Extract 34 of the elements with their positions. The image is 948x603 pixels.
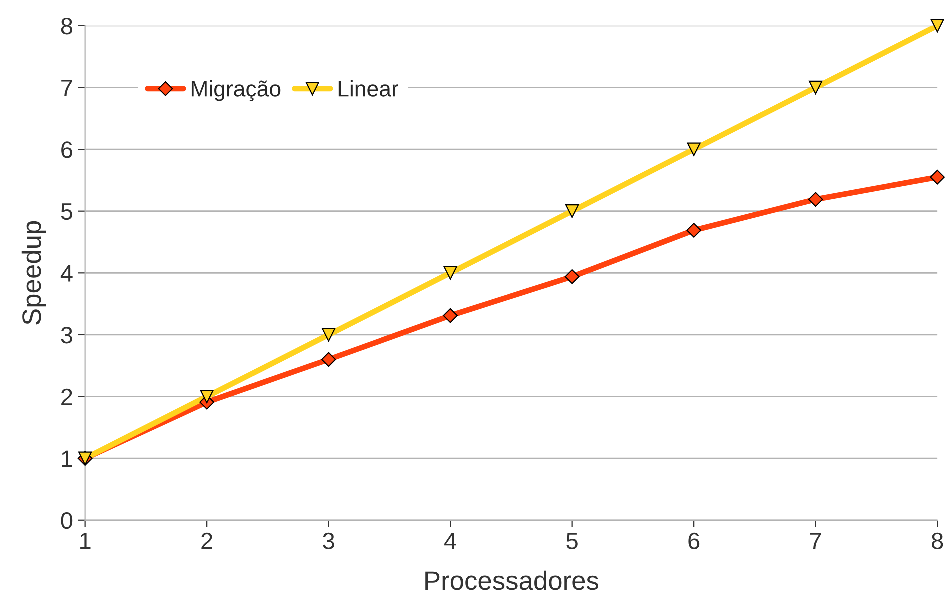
x-tick-label: 2	[202, 532, 212, 550]
y-tick-label: 2	[62, 388, 72, 406]
point	[930, 170, 945, 185]
y-tick-label: 1	[62, 450, 72, 468]
x-tick-label: 7	[810, 533, 822, 550]
point	[444, 266, 458, 280]
point	[808, 192, 824, 208]
y-axis-title: Speedup	[22, 221, 46, 325]
x-tick-label: 4	[444, 533, 456, 550]
x-axis-title: Processadores	[426, 570, 599, 590]
y-tick-label: 6	[62, 142, 72, 158]
point	[930, 19, 944, 33]
y-tick-label: 3	[61, 327, 72, 344]
point	[566, 204, 580, 218]
legend-label: Linear	[338, 80, 399, 97]
x-tick-label: 6	[688, 532, 700, 550]
x-tick-label: 3	[323, 532, 334, 550]
x-tick-label: 5	[566, 533, 578, 550]
y-tick-label: 4	[60, 265, 73, 282]
point	[809, 80, 823, 95]
x-tick-label: 1	[80, 533, 91, 550]
x-tick-label: 8	[932, 532, 944, 550]
point	[564, 269, 580, 284]
y-tick-label: 7	[62, 80, 72, 96]
point	[443, 308, 458, 324]
y-tick-label: 5	[61, 204, 73, 220]
point	[200, 390, 214, 404]
y-tick-label: 0	[61, 512, 73, 530]
point	[687, 142, 701, 156]
point	[322, 328, 336, 342]
y-tick-label: 8	[61, 18, 72, 35]
point	[686, 223, 702, 238]
point	[321, 352, 336, 368]
legend-label: Migração	[192, 80, 281, 102]
